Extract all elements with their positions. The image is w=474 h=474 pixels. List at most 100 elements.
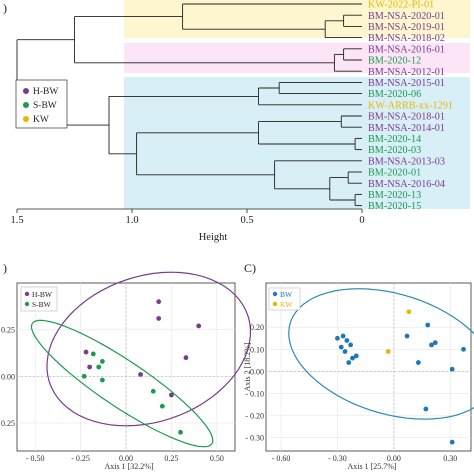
data-point [449, 439, 455, 445]
data-point [81, 373, 87, 379]
pcoa-panel-b: ) - 0.50 - 0.25 0.00 0.25 0.50 0.25 0.00 - 0.25… [0, 261, 251, 471]
y-tick-label: 0.10 [250, 345, 264, 354]
pcoa-panel-c: C) - 0.60 - 0.30 0.00 0.30 0.20 0.10 0.00 - 0.1… [243, 261, 474, 471]
kw-cluster-background [124, 0, 470, 38]
data-point [429, 342, 434, 348]
data-point [178, 429, 183, 435]
x-axis-title-c: Axis 1 [25.7%] [347, 462, 396, 471]
ticks-c: - 0.60 - 0.30 0.00 0.30 0.20 0.10 0.00 - 0.10 - … [245, 323, 457, 463]
legend-box-b [20, 286, 58, 312]
x-tick-label: 0.00 [387, 454, 401, 463]
x-axis-title-b: Axis 1 [32.2%] [104, 462, 153, 471]
data-point [423, 406, 429, 412]
data-point [159, 403, 165, 409]
dendrogram-legend: H-BW S-BW KW [15, 79, 68, 129]
height-tick-label: 0.5 [240, 215, 253, 226]
data-point [432, 340, 438, 346]
data-point [415, 360, 421, 365]
data-point [83, 349, 89, 355]
legend-dot [24, 301, 30, 307]
data-point [156, 299, 162, 305]
blue-cluster-background [124, 77, 470, 209]
data-point [404, 333, 410, 339]
x-tick-label: - 0.60 [272, 454, 291, 463]
data-point [90, 351, 96, 357]
legend-label: KW [33, 115, 49, 125]
ticks-b: - 0.50 - 0.25 0.00 0.25 0.50 0.25 0.00 - 0.25 [0, 326, 224, 463]
y-axis-title-c: Axis 2 [18.2%] [243, 342, 252, 391]
x-tick-label: - 0.25 [71, 454, 90, 463]
dendrogram-panel: KW-2022-PI-01BM-NSA-2020-01BM-NSA-2019-0… [3, 0, 470, 243]
data-point [340, 333, 346, 339]
panel-c-label: C) [244, 261, 256, 275]
height-tick-label: 1.0 [125, 215, 138, 226]
data-point [346, 360, 352, 365]
legend-label: KW [280, 300, 293, 309]
x-tick-label: 0.25 [164, 454, 178, 463]
data-point [348, 342, 354, 348]
data-point [461, 346, 466, 352]
ellipses-b [30, 271, 251, 448]
points-b [81, 299, 202, 435]
leaf-label: BM-NSA-2016-04 [368, 179, 445, 190]
panel-a-label: ) [3, 1, 7, 15]
height-axis-title: Height [199, 232, 228, 243]
y-tick-label: 0.00 [250, 367, 264, 376]
data-point [335, 335, 340, 341]
leaf-label: BM-NSA-2012-01 [368, 67, 445, 78]
height-axis-ticks: 1.5 1.0 0.5 0 [10, 209, 365, 226]
leaf-label: BM-2020-12 [368, 56, 421, 67]
x-tick-label: - 0.30 [328, 454, 347, 463]
data-point [406, 309, 412, 315]
data-point [196, 323, 202, 329]
data-point [385, 349, 391, 354]
data-point [99, 359, 105, 364]
panel-b-label: ) [3, 261, 7, 275]
data-point [342, 349, 348, 354]
data-point [338, 344, 344, 350]
leaf-label: BM-NSA-2014-01 [368, 123, 445, 134]
x-tick-label: 0.50 [210, 454, 224, 463]
leaf-label: KW-2022-PI-01 [368, 0, 434, 11]
confidence-ellipse [288, 288, 474, 420]
confidence-ellipse [30, 319, 214, 448]
legend-label: BW [280, 290, 293, 299]
leaf-label: BM-NSA-2020-01 [368, 11, 445, 22]
data-point [344, 338, 350, 343]
legend-b: H-BWS-BW [20, 286, 58, 312]
y-tick-label: - 0.20 [245, 412, 264, 421]
plot-frame-c [265, 282, 472, 452]
purple-cluster-background [124, 43, 470, 73]
data-point [353, 353, 359, 359]
legend-label: S-BW [33, 101, 57, 111]
data-point [169, 392, 174, 398]
leaf-label: BM-NSA-2016-01 [368, 44, 445, 55]
legend-dot [23, 116, 29, 122]
data-point [96, 364, 102, 370]
height-tick-label: 1.5 [10, 215, 23, 226]
x-tick-label: 0.30 [443, 454, 457, 463]
data-point [87, 364, 93, 370]
leaf-label: BM-2020-06 [368, 89, 421, 100]
leaf-label: BM-2020-13 [368, 190, 421, 201]
leaf-label: BM-NSA-2015-01 [368, 78, 445, 89]
confidence-ellipse [46, 271, 251, 427]
legend-label: S-BW [32, 300, 52, 309]
y-tick-label: - 0.25 [0, 419, 15, 428]
grid-c [266, 283, 471, 451]
x-tick-label: 0.00 [119, 454, 133, 463]
height-tick-label: 0 [359, 215, 364, 226]
leaf-label: BM-2020-14 [368, 134, 421, 145]
legend-label: H-BW [33, 87, 58, 97]
leaf-labels: KW-2022-PI-01BM-NSA-2020-01BM-NSA-2019-0… [368, 0, 453, 212]
leaf-label: BM-NSA-2019-01 [368, 22, 445, 33]
leaf-label: BM-NSA-2013-03 [368, 156, 445, 167]
data-point [99, 377, 105, 383]
data-point [183, 355, 189, 361]
legend-dot [272, 301, 278, 307]
legend-dot [23, 88, 29, 94]
leaf-label: BM-NSA-2018-01 [368, 112, 445, 123]
dendrogram-branches [16, 3, 362, 207]
x-tick-label: - 0.50 [26, 454, 45, 463]
